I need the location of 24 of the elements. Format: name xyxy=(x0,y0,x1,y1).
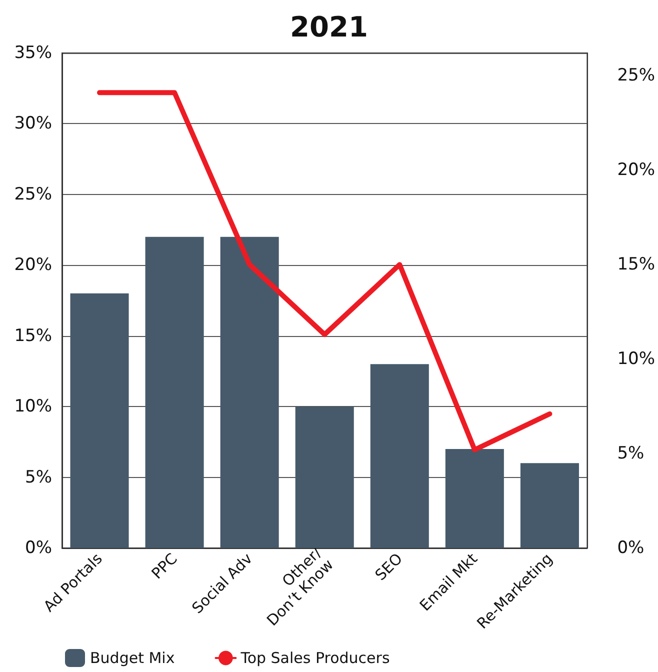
bar xyxy=(445,449,504,548)
legend-label: Top Sales Producers xyxy=(240,649,390,667)
y-tick-label: 10% xyxy=(14,396,52,417)
bar xyxy=(295,406,354,548)
y-tick-label: 25% xyxy=(14,184,52,204)
y2-tick-label: 10% xyxy=(617,349,656,370)
y-tick-label: 0% xyxy=(25,538,52,558)
y-tick-label: 15% xyxy=(14,326,52,346)
bar xyxy=(520,463,579,548)
y2-tick-label: 25% xyxy=(617,66,656,86)
legend-label: Budget Mix xyxy=(90,649,175,667)
y2-tick-label: 5% xyxy=(617,444,644,464)
y2-tick-label: 0% xyxy=(617,538,644,558)
bar xyxy=(370,364,429,548)
chart-title: 2021 xyxy=(290,10,368,44)
bar xyxy=(220,236,279,548)
y2-tick-label: 20% xyxy=(617,160,656,180)
y2-tick-label: 15% xyxy=(617,254,656,275)
bar xyxy=(70,293,129,548)
y-tick-label: 30% xyxy=(14,114,52,134)
y-tick-label: 5% xyxy=(25,467,52,488)
y-tick-label: 20% xyxy=(14,255,52,276)
y-tick-label: 35% xyxy=(14,43,52,63)
bar xyxy=(145,236,204,548)
